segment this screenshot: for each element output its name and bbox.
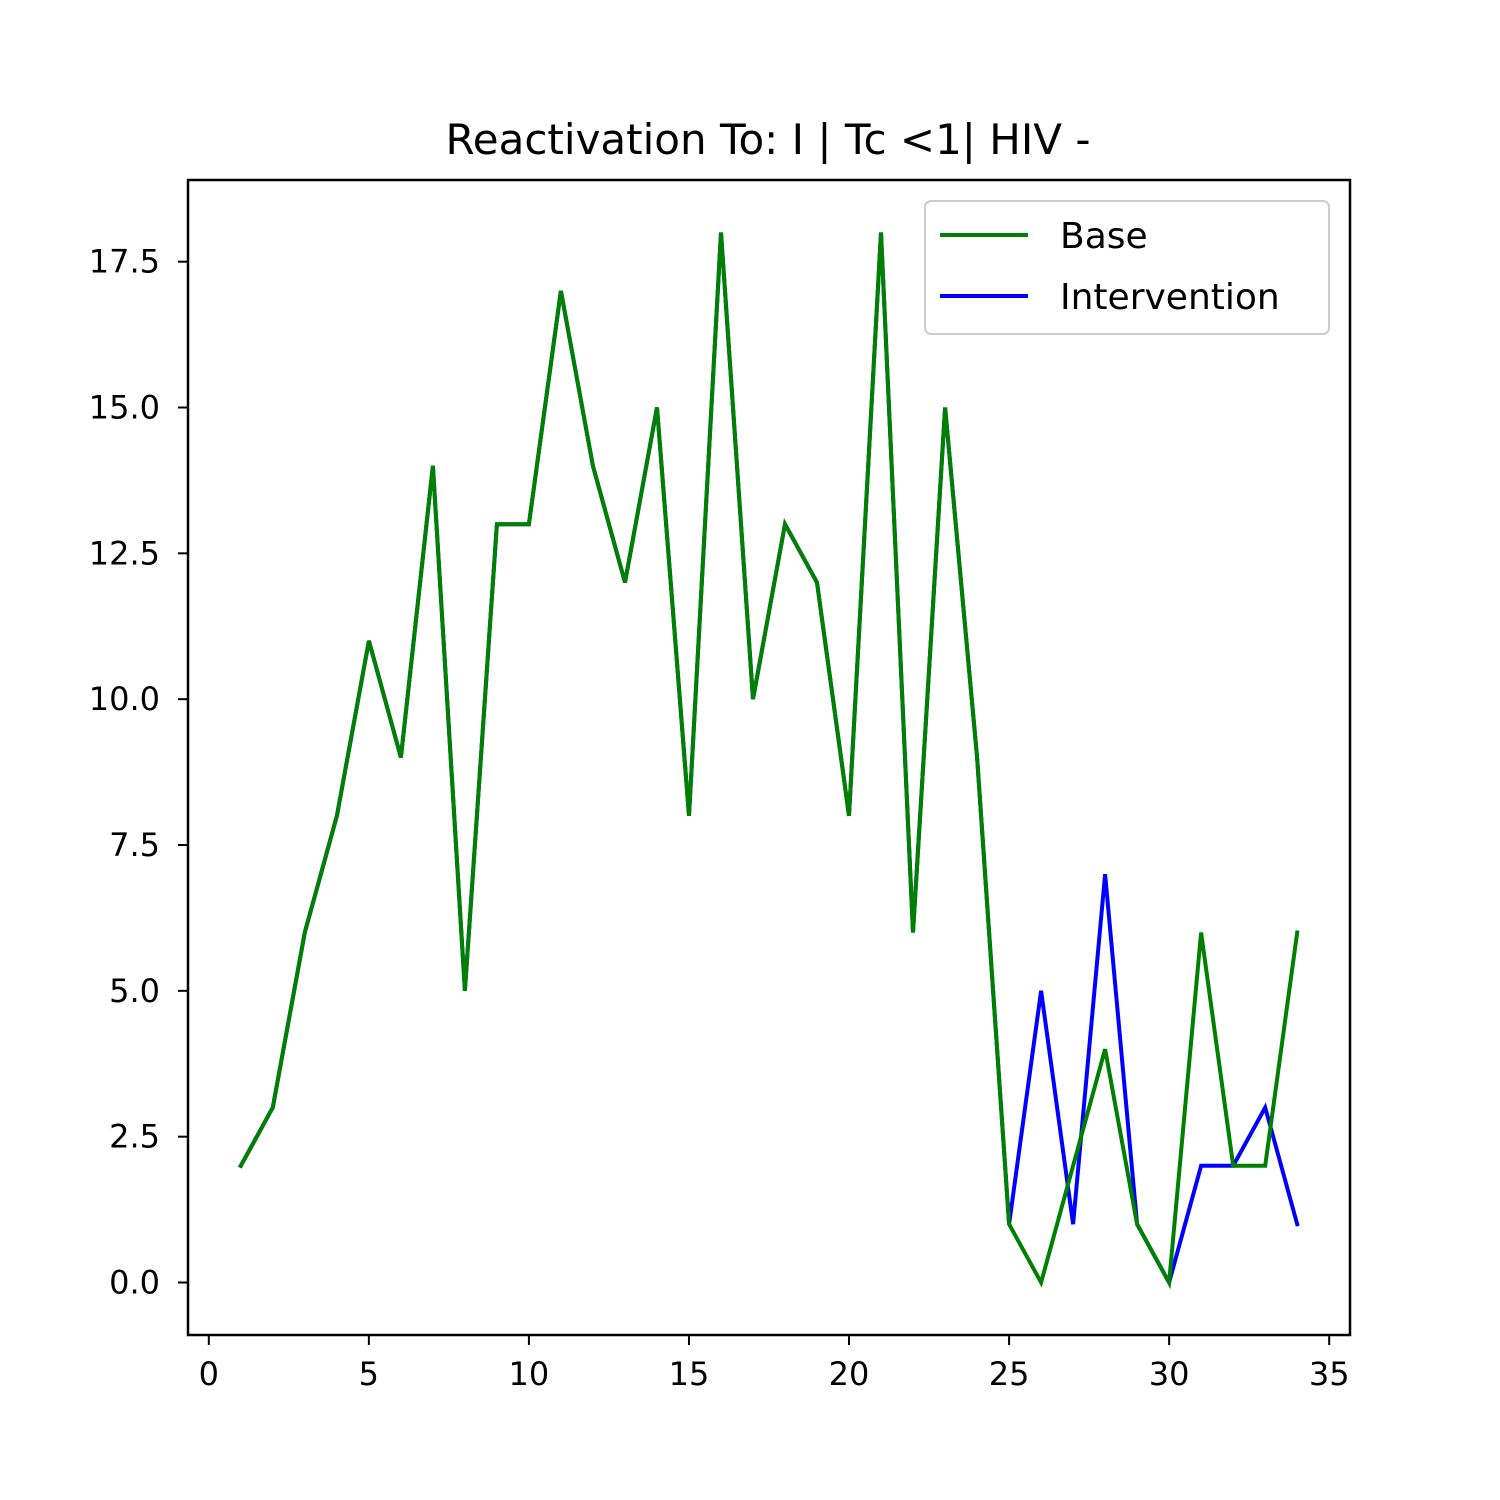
legend: Base Intervention	[924, 200, 1330, 335]
x-tick-label: 5	[359, 1355, 379, 1393]
axis-layer: 0 5 10 15 20 25 30 35 0.0 2.5 5.0 7.5 10.0 12.5 15.0 17…	[89, 243, 1350, 1393]
x-tick-label: 15	[669, 1355, 710, 1393]
y-tick-label: 2.5	[109, 1118, 160, 1156]
y-tick-label: 12.5	[89, 534, 160, 572]
plot-frame	[186, 178, 1352, 1337]
y-tick-label: 10.0	[89, 680, 160, 718]
x-tick-label: 10	[509, 1355, 550, 1393]
chart-title: Reactivation To: I | Tc <1| HIV -	[445, 115, 1090, 164]
x-tick-label: 35	[1309, 1355, 1350, 1393]
y-tick-label: 17.5	[89, 243, 160, 281]
x-tick-label: 0	[199, 1355, 219, 1393]
x-tick-label: 30	[1149, 1355, 1190, 1393]
legend-label-base: Base	[1060, 216, 1148, 257]
series-line-base	[238, 232, 1300, 1290]
y-tick-label: 5.0	[109, 972, 160, 1010]
legend-label-intervention: Intervention	[1060, 277, 1280, 318]
x-tick-label: 20	[829, 1355, 870, 1393]
y-tick-label: 0.0	[109, 1264, 160, 1302]
y-tick-label: 15.0	[89, 389, 160, 427]
x-tick-label: 25	[989, 1355, 1030, 1393]
y-tick-label: 7.5	[109, 826, 160, 864]
series-layer	[238, 232, 1300, 1290]
